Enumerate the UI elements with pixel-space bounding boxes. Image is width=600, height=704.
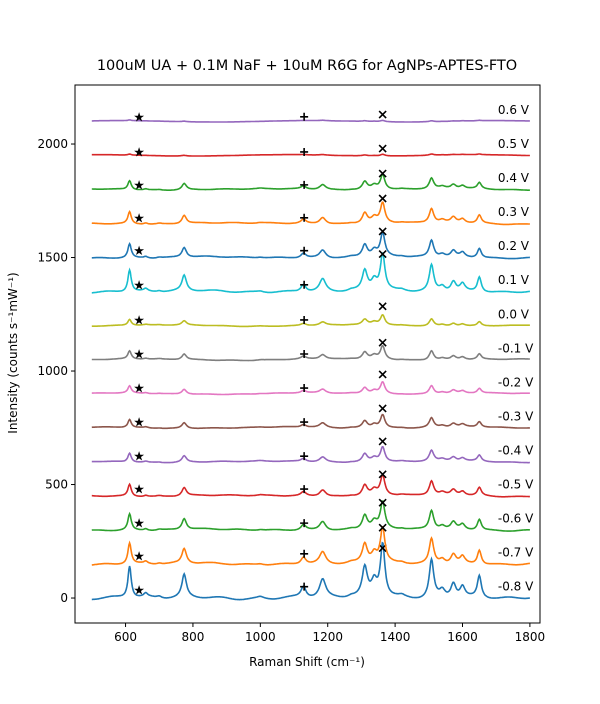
series-line (91, 413, 530, 430)
cross-marker (378, 404, 387, 413)
y-tick-label: 500 (45, 478, 68, 492)
cross-marker (378, 437, 387, 446)
cross-marker (378, 227, 387, 236)
star-marker: ★ (133, 584, 145, 599)
star-marker: ★ (133, 110, 145, 125)
plot-frame (74, 84, 541, 624)
series-voltage-label: -0.1 V (498, 341, 534, 355)
cross-marker (378, 498, 387, 507)
series-voltage-label: -0.4 V (498, 443, 534, 457)
series-line (91, 473, 530, 498)
star-marker: ★ (133, 211, 145, 226)
series-line (91, 525, 531, 566)
series-voltage-label: -0.7 V (498, 546, 534, 560)
x-tick-label: 1600 (447, 630, 478, 644)
cross-marker (378, 302, 387, 311)
series-voltage-label: -0.6 V (498, 512, 534, 526)
series-line (91, 153, 530, 157)
cross-marker (378, 470, 387, 479)
star-marker: ★ (133, 382, 145, 397)
star-marker: ★ (133, 450, 145, 465)
plus-marker (300, 180, 309, 189)
star-marker: ★ (133, 416, 145, 431)
series-voltage-label: 0.0 V (498, 307, 530, 321)
x-axis-label: Raman Shift (cm⁻¹) (249, 655, 365, 669)
plus-marker (300, 315, 309, 324)
y-tick-label: 0 (60, 591, 68, 605)
series-voltage-label: -0.8 V (498, 580, 534, 594)
star-marker: ★ (133, 348, 145, 363)
x-tick-label: 1400 (380, 630, 411, 644)
y-tick-label: 2000 (37, 137, 68, 151)
plus-marker (300, 452, 309, 461)
plus-marker (300, 519, 309, 528)
y-tick-label: 1500 (37, 251, 68, 265)
plus-marker (300, 112, 309, 121)
plus-marker (300, 213, 309, 222)
plus-marker (300, 418, 309, 427)
plot-area: ★ -0.8 V ★ -0.7 V ★ -0.6 V ★ -0.5 V ★ -0.4 V ★ -0.3… (91, 103, 534, 601)
cross-marker (378, 144, 387, 153)
star-marker: ★ (133, 483, 145, 498)
series-voltage-label: 0.6 V (498, 103, 530, 117)
cross-marker (378, 338, 387, 347)
series-line (91, 173, 530, 191)
star-marker: ★ (133, 145, 145, 160)
series-voltage-label: 0.5 V (498, 137, 530, 151)
series-voltage-label: -0.5 V (498, 478, 534, 492)
y-axis-ticks: 0 500 1000 1500 2000 (37, 137, 75, 605)
series-line (91, 541, 531, 601)
y-tick-label: 1000 (37, 364, 68, 378)
x-tick-label: 1800 (515, 630, 546, 644)
star-marker: ★ (133, 278, 145, 293)
star-marker: ★ (133, 244, 145, 259)
plus-marker (300, 384, 309, 393)
series-line (91, 231, 530, 260)
series-line (91, 201, 530, 226)
star-marker: ★ (133, 517, 145, 532)
series-voltage-label: 0.3 V (498, 205, 530, 219)
star-marker: ★ (133, 550, 145, 565)
series-line (91, 445, 530, 464)
cross-marker (378, 169, 387, 178)
x-tick-label: 800 (181, 630, 204, 644)
series-line (91, 119, 530, 123)
series-voltage-label: -0.3 V (498, 409, 534, 423)
x-tick-label: 600 (114, 630, 137, 644)
series-line (91, 314, 530, 328)
cross-marker (378, 250, 387, 259)
plus-marker (300, 246, 309, 255)
star-marker: ★ (133, 313, 145, 328)
plus-marker (300, 549, 309, 558)
star-marker: ★ (133, 178, 145, 193)
x-tick-label: 1000 (245, 630, 276, 644)
plus-marker (300, 582, 309, 591)
series-line (91, 381, 530, 396)
series-voltage-label: 0.1 V (498, 273, 530, 287)
cross-marker (378, 110, 387, 119)
series-line (91, 252, 531, 294)
series-voltage-label: 0.2 V (498, 239, 530, 253)
series-voltage-label: -0.2 V (498, 375, 534, 389)
cross-marker (378, 523, 387, 532)
y-axis-label: Intensity (counts s⁻¹mW⁻¹) (6, 272, 20, 433)
plus-marker (300, 350, 309, 358)
plus-marker (300, 147, 309, 156)
series-voltage-label: 0.4 V (498, 171, 530, 185)
x-axis-ticks: 600 800 1000 1200 1400 1600 1800 (114, 623, 545, 644)
plus-marker (300, 485, 309, 494)
series-line (91, 344, 530, 362)
plus-marker (300, 280, 309, 289)
chart-title: 100uM UA + 0.1M NaF + 10uM R6G for AgNPs… (97, 58, 517, 74)
cross-marker (378, 194, 387, 203)
cross-marker (378, 370, 387, 379)
x-tick-label: 1200 (312, 630, 343, 644)
series-line (91, 500, 530, 532)
